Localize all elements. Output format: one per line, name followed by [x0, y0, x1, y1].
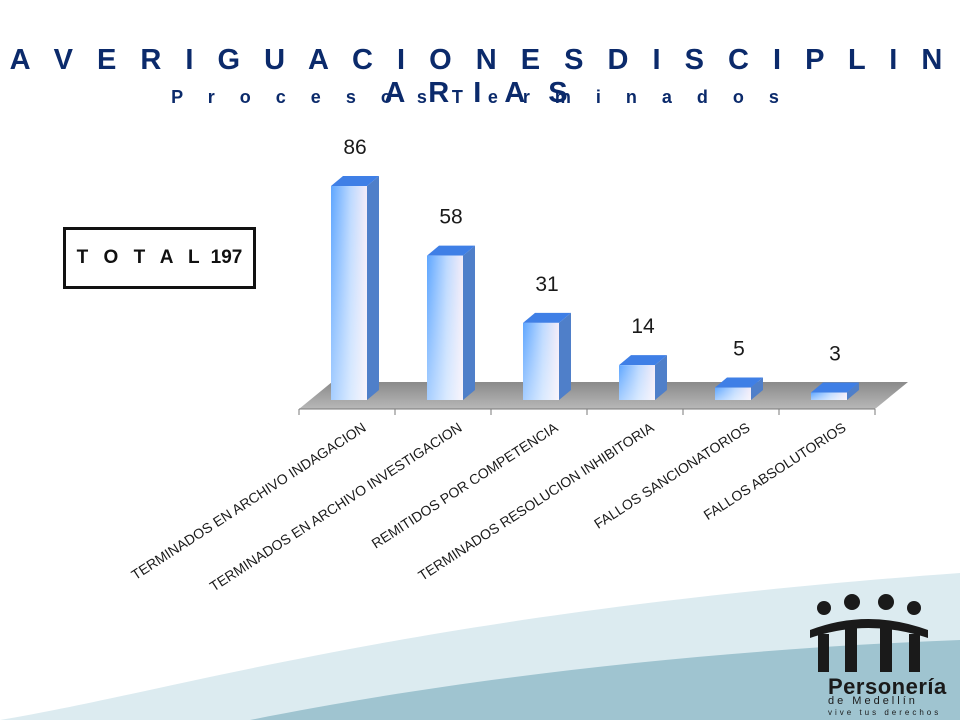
bar-6: [811, 382, 859, 400]
people-group-icon: [810, 594, 928, 672]
bar-3: [523, 312, 571, 400]
bar-top: [427, 245, 475, 256]
bar-front-shade: [619, 365, 655, 400]
bar-front-shade: [811, 392, 847, 400]
chart-subtitle: P r o c e s o s T e r m i n a d o s: [171, 87, 789, 107]
total-box: T O T A L 197: [63, 227, 256, 289]
bar-5: [715, 377, 763, 400]
bar-top: [331, 176, 379, 186]
logo-name: Personería: [828, 674, 947, 699]
bar-front-shade: [523, 322, 559, 400]
bar-1: [331, 176, 379, 400]
bar-front-shade: [427, 255, 463, 400]
data-label: 5: [733, 338, 745, 361]
data-label: 3: [829, 343, 841, 366]
logo-tagline: vive tus derechos: [828, 708, 942, 717]
bar-front-shade: [331, 186, 367, 400]
bar-top: [619, 355, 667, 366]
data-label: 86: [343, 136, 366, 159]
data-label: 58: [439, 206, 462, 229]
chart-title: A V E R I G U A C I O N E S D I S C I P …: [9, 44, 951, 109]
total-label: T O T A L: [76, 247, 205, 268]
data-label: 31: [535, 273, 558, 296]
personeria-logo: Personería de Medellín vive tus derechos: [808, 590, 948, 717]
bar-side: [463, 245, 475, 400]
bar-top: [811, 382, 859, 393]
bar-2: [427, 245, 475, 400]
data-label: 14: [631, 315, 655, 338]
bar-side: [559, 312, 571, 400]
bar-top: [715, 377, 763, 388]
category-label: REMITIDOS POR COMPETENCIA: [369, 419, 562, 552]
bar-side: [367, 176, 379, 400]
bar-top: [523, 312, 571, 323]
total-value: 197: [210, 247, 243, 268]
category-label: FALLOS SANCIONATORIOS: [591, 419, 753, 532]
bar-front-shade: [715, 387, 751, 400]
bar-side: [847, 382, 859, 400]
bar-4: [619, 355, 667, 400]
bar-side: [751, 377, 763, 400]
logo-city: de Medellín: [828, 695, 918, 707]
bar-side: [655, 355, 667, 400]
